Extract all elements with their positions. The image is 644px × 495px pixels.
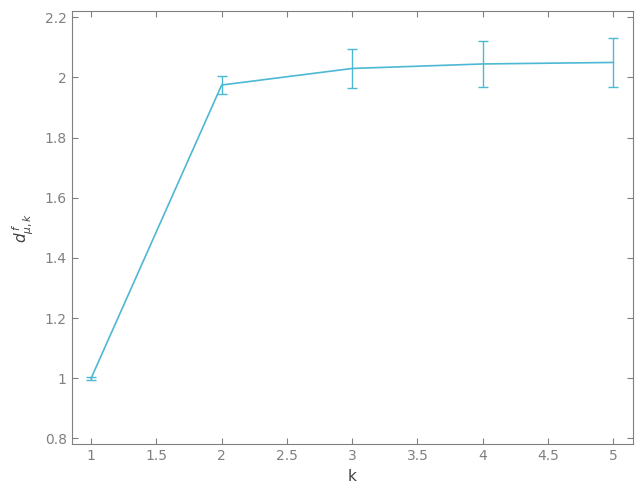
Y-axis label: $d^{\,f}_{\mu,k}$: $d^{\,f}_{\mu,k}$	[11, 213, 36, 243]
X-axis label: k: k	[348, 469, 357, 484]
